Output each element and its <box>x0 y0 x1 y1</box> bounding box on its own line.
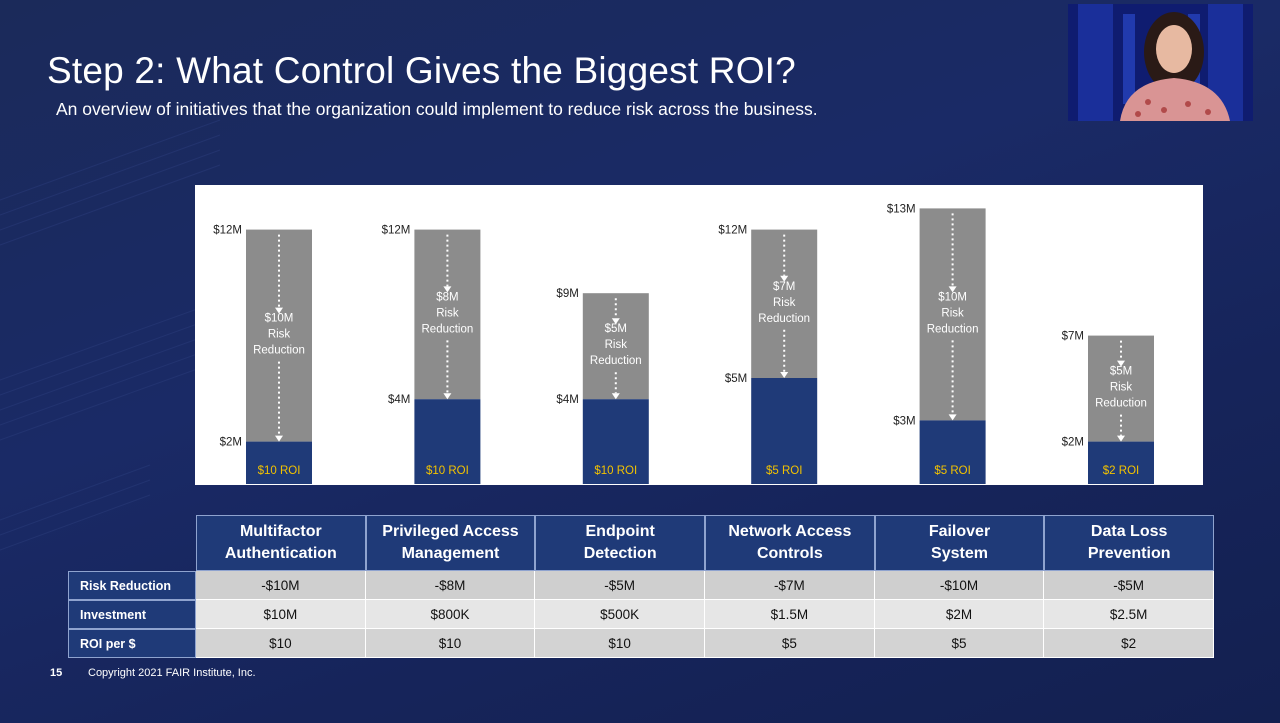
row-label: ROI per $ <box>68 629 196 658</box>
reduction-label-reduction: Reduction <box>927 323 979 335</box>
slide-subtitle: An overview of initiatives that the orga… <box>56 99 818 119</box>
arrow-bottom-head <box>1117 435 1125 442</box>
top-value-label: $12M <box>382 225 411 237</box>
table-cell: $1.5M <box>705 600 875 629</box>
top-value-label: $13M <box>887 203 916 215</box>
table-cell: -$10M <box>874 571 1045 600</box>
roi-label: $2 ROI <box>1103 465 1139 477</box>
table-cell: -$7M <box>705 571 875 600</box>
table-cell: $2 <box>1044 629 1214 658</box>
arrow-bottom-head <box>948 414 957 421</box>
page-number: 15 <box>50 667 63 679</box>
arrow-bottom-head <box>275 435 283 442</box>
table-cell: -$10M <box>196 571 366 600</box>
reduction-label-risk: Risk <box>1110 382 1133 394</box>
reduction-label-reduction: Reduction <box>758 313 810 325</box>
bottom-value-label: $4M <box>556 394 578 406</box>
slide-title: Step 2: What Control Gives the Biggest R… <box>47 50 796 91</box>
row-label: Investment <box>68 600 196 629</box>
roi-label: $10 ROI <box>258 465 301 477</box>
arrow-bottom-head <box>443 393 452 400</box>
bar-risk-reduction <box>1088 335 1154 442</box>
reduction-label-risk: Risk <box>773 297 796 309</box>
reduction-label-risk: Risk <box>268 329 291 341</box>
table-cell: -$5M <box>1044 571 1214 600</box>
table-cell: $500K <box>535 600 705 629</box>
column-header: Failover System <box>874 515 1045 571</box>
reduction-amount-label: $5M <box>1110 366 1132 378</box>
reduction-amount-label: $8M <box>436 291 458 303</box>
arrow-top-head <box>275 307 283 314</box>
bottom-value-label: $3M <box>893 415 915 427</box>
reduction-amount-label: $5M <box>605 323 627 335</box>
table-cell: -$8M <box>365 571 536 600</box>
bar-investment <box>414 399 481 484</box>
reduction-label-reduction: Reduction <box>253 345 305 357</box>
reduction-amount-label: $10M <box>265 313 294 325</box>
top-value-label: $12M <box>718 225 747 237</box>
arrow-top-head <box>611 318 620 325</box>
reduction-label-risk: Risk <box>941 307 964 319</box>
bottom-value-label: $2M <box>220 437 242 449</box>
presenter-video <box>1068 4 1253 121</box>
roi-table: Multifactor Authentication Privileged Acc… <box>68 515 1214 658</box>
roi-label: $10 ROI <box>594 465 637 477</box>
roi-chart: $12M $2M $10M Risk Reduction $10 ROI $12M $4M $8… <box>195 185 1203 485</box>
table-cell: $2M <box>874 600 1045 629</box>
bar-investment <box>919 420 986 484</box>
column-header: Network Access Controls <box>705 515 875 571</box>
table-cell: $10 <box>365 629 536 658</box>
roi-chart-svg: $12M $2M $10M Risk Reduction $10 ROI $12M $4M $8… <box>213 203 1154 484</box>
roi-label: $5 ROI <box>766 465 802 477</box>
table-cell: $2.5M <box>1044 600 1214 629</box>
copyright-text: Copyright 2021 FAIR Institute, Inc. <box>88 667 256 679</box>
table-corner <box>68 515 196 571</box>
roi-label: $5 ROI <box>934 465 970 477</box>
reduction-amount-label: $10M <box>938 291 967 303</box>
table-cell: $5 <box>874 629 1045 658</box>
top-value-label: $12M <box>213 225 242 237</box>
arrow-top-head <box>443 286 452 293</box>
bar-risk-reduction <box>582 293 649 400</box>
top-value-label: $7M <box>1062 331 1084 343</box>
bottom-value-label: $5M <box>725 373 747 385</box>
bottom-value-label: $4M <box>388 394 410 406</box>
table-cell: $5 <box>705 629 875 658</box>
presenter-avatar <box>1068 4 1253 121</box>
bar-investment <box>1088 441 1154 484</box>
column-header: Endpoint Detection <box>535 515 705 571</box>
reduction-amount-label: $7M <box>773 281 795 293</box>
reduction-label-reduction: Reduction <box>590 355 642 367</box>
arrow-bottom-head <box>780 372 789 378</box>
table-cell: $10 <box>196 629 366 658</box>
reduction-label-risk: Risk <box>436 307 459 319</box>
table-cell: -$5M <box>535 571 705 600</box>
top-value-label: $9M <box>556 288 578 300</box>
column-header: Multifactor Authentication <box>196 515 366 571</box>
table-cell: $10M <box>196 600 366 629</box>
column-header: Privileged Access Management <box>365 515 536 571</box>
bottom-value-label: $2M <box>1062 437 1084 449</box>
bar-investment <box>582 399 649 484</box>
bar-investment <box>246 441 312 484</box>
reduction-label-reduction: Reduction <box>1095 398 1147 410</box>
column-header: Data Loss Prevention <box>1044 515 1214 571</box>
roi-label: $10 ROI <box>426 465 469 477</box>
arrow-top-head <box>1117 360 1125 367</box>
reduction-label-risk: Risk <box>605 339 628 351</box>
arrow-top-head <box>948 286 957 293</box>
row-label: Risk Reduction <box>68 571 196 600</box>
bar-risk-reduction <box>751 229 818 378</box>
reduction-label-reduction: Reduction <box>422 323 474 335</box>
table-cell: $10 <box>535 629 705 658</box>
bar-investment <box>751 378 818 484</box>
arrow-bottom-head <box>611 393 620 400</box>
table-cell: $800K <box>365 600 536 629</box>
arrow-top-head <box>780 275 789 282</box>
